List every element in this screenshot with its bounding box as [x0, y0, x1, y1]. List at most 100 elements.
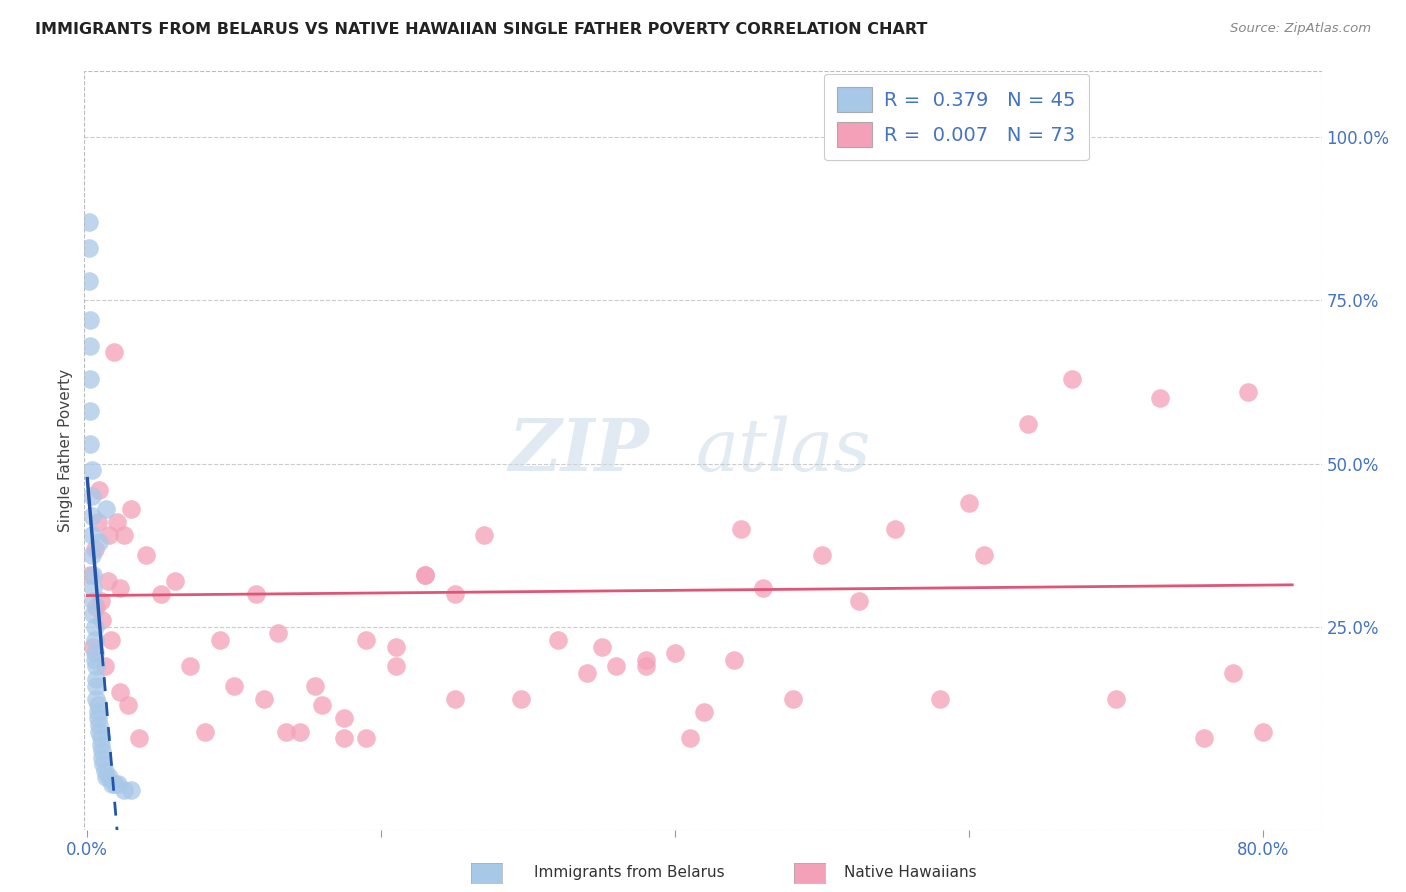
Point	[884, 522, 907, 536]
Point	[86, 705, 108, 719]
Point	[83, 652, 105, 666]
Point	[96, 502, 118, 516]
Point	[79, 339, 101, 353]
Point	[664, 646, 686, 660]
Point	[89, 738, 111, 752]
Point	[80, 463, 103, 477]
Point	[83, 620, 105, 634]
Point	[91, 744, 114, 758]
Point	[128, 731, 150, 745]
Point	[87, 535, 110, 549]
Point	[752, 581, 775, 595]
Point	[290, 724, 312, 739]
Point	[77, 273, 100, 287]
Point	[165, 574, 187, 589]
Point	[730, 522, 752, 536]
Point	[82, 607, 104, 621]
Point	[83, 541, 105, 556]
Point	[82, 640, 104, 654]
Point	[575, 665, 598, 680]
Point	[89, 731, 111, 745]
Point	[79, 437, 101, 451]
Point	[96, 770, 118, 784]
Point	[98, 528, 121, 542]
Point	[723, 652, 745, 666]
Point	[98, 770, 121, 784]
Point	[385, 659, 408, 673]
Point	[1105, 691, 1128, 706]
Point	[253, 691, 276, 706]
Point	[782, 691, 804, 706]
Point	[86, 698, 108, 713]
Point	[634, 652, 657, 666]
Point	[87, 724, 110, 739]
Point	[591, 640, 613, 654]
Text: IMMIGRANTS FROM BELARUS VS NATIVE HAWAIIAN SINGLE FATHER POVERTY CORRELATION CHA: IMMIGRANTS FROM BELARUS VS NATIVE HAWAII…	[35, 22, 928, 37]
Point	[80, 489, 103, 503]
Point	[84, 691, 107, 706]
Point	[91, 750, 114, 764]
Point	[194, 724, 217, 739]
Point	[472, 528, 495, 542]
Point	[179, 659, 201, 673]
Point	[1251, 724, 1274, 739]
Point	[208, 633, 231, 648]
Point	[693, 705, 716, 719]
Point	[120, 502, 142, 516]
Point	[443, 691, 465, 706]
Point	[267, 626, 290, 640]
Point	[547, 633, 569, 648]
Point	[928, 691, 950, 706]
Point	[101, 777, 124, 791]
Point	[97, 574, 120, 589]
Point	[112, 783, 135, 797]
Point	[973, 548, 995, 562]
Text: Source: ZipAtlas.com: Source: ZipAtlas.com	[1230, 22, 1371, 36]
Point	[100, 633, 122, 648]
Point	[1060, 371, 1083, 385]
Point	[120, 783, 142, 797]
Point	[135, 548, 157, 562]
Point	[413, 567, 436, 582]
Point	[811, 548, 834, 562]
Point	[93, 757, 115, 772]
Y-axis label: Single Father Poverty: Single Father Poverty	[58, 369, 73, 532]
Point	[83, 633, 105, 648]
Point	[385, 640, 408, 654]
Point	[104, 777, 127, 791]
Point	[80, 548, 103, 562]
Point	[848, 594, 870, 608]
Point	[311, 698, 333, 713]
Point	[87, 718, 110, 732]
Point	[443, 587, 465, 601]
Point	[84, 659, 107, 673]
Point	[274, 724, 297, 739]
Point	[105, 516, 128, 530]
Point	[82, 594, 104, 608]
Point	[94, 659, 117, 673]
Point	[82, 581, 104, 595]
Text: Immigrants from Belarus: Immigrants from Belarus	[534, 865, 725, 880]
Point	[509, 691, 531, 706]
Point	[117, 698, 139, 713]
Point	[77, 215, 100, 229]
Point	[112, 528, 135, 542]
Point	[957, 496, 980, 510]
Text: ZIP: ZIP	[509, 415, 650, 486]
Point	[149, 587, 172, 601]
Point	[356, 633, 378, 648]
Point	[79, 371, 101, 385]
Point	[1192, 731, 1215, 745]
Point	[84, 600, 107, 615]
Point	[83, 646, 105, 660]
Point	[86, 516, 108, 530]
Point	[245, 587, 267, 601]
Point	[108, 581, 131, 595]
Point	[77, 241, 100, 255]
Point	[89, 594, 111, 608]
Point	[108, 685, 131, 699]
Point	[84, 679, 107, 693]
Point	[1017, 417, 1039, 432]
Point	[79, 312, 101, 326]
Legend: R =  0.379   N = 45, R =  0.007   N = 73: R = 0.379 N = 45, R = 0.007 N = 73	[824, 73, 1090, 161]
